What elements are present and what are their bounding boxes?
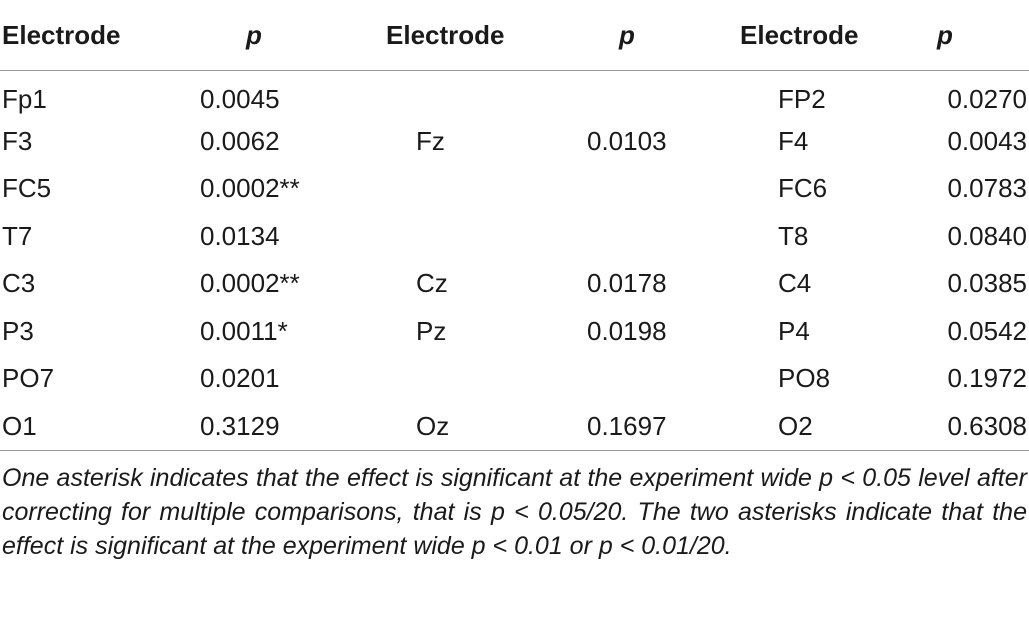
- p-left-cell: 0.0134: [200, 220, 280, 251]
- table-header-row: Electrode p Electrode p Electrode p: [0, 0, 1029, 70]
- electrode-right-cell: C4: [778, 268, 812, 299]
- electrode-right-cell: T8: [778, 220, 809, 251]
- p-middle-cell: [531, 70, 738, 118]
- electrode-right-cell: FC6: [778, 173, 828, 204]
- electrode-middle-cell: [380, 70, 531, 118]
- electrode-middle-cell: [380, 355, 531, 403]
- electrode-left-cell: F3: [2, 125, 33, 156]
- table-row: FC5 0.0002** FC6 0.0783: [0, 165, 1029, 213]
- p-middle-cell: 0.1697: [587, 410, 667, 441]
- table-row: PO7 0.0201 PO8 0.1972: [0, 355, 1029, 403]
- electrode-right-cell: FP2: [778, 84, 826, 114]
- table-row: F3 0.0062 Fz 0.0103 F4 0.0043: [0, 118, 1029, 166]
- p-middle-cell: 0.0103: [587, 125, 667, 156]
- header-p-left: p: [246, 20, 262, 50]
- p-middle-cell: [531, 165, 738, 213]
- header-electrode-middle: Electrode: [386, 20, 505, 50]
- p-left-cell: 0.0002**: [200, 173, 300, 204]
- electrode-left-cell: C3: [2, 268, 36, 299]
- header-electrode-right: Electrode: [740, 20, 859, 50]
- electrode-right-cell: F4: [778, 125, 809, 156]
- p-right-cell: 0.0043: [947, 125, 1027, 156]
- table-row: O1 0.3129 Oz 0.1697 O2 0.6308: [0, 403, 1029, 450]
- table-row: P3 0.0011* Pz 0.0198 P4 0.0542: [0, 308, 1029, 356]
- electrode-left-cell: O1: [2, 410, 37, 441]
- p-middle-cell: [531, 355, 738, 403]
- p-right-cell: 0.0783: [947, 173, 1027, 204]
- electrode-p-value-table: Electrode p Electrode p Electrode p Fp1 …: [0, 0, 1029, 450]
- p-middle-cell: 0.0178: [587, 268, 667, 299]
- p-right-cell: 0.0270: [947, 84, 1027, 114]
- electrode-left-cell: Fp1: [2, 84, 47, 114]
- electrode-middle-cell: Pz: [416, 315, 447, 346]
- electrode-right-cell: P4: [778, 315, 810, 346]
- p-left-cell: 0.0011*: [200, 315, 288, 346]
- table-footnote: One asterisk indicates that the effect i…: [2, 463, 1027, 560]
- electrode-left-cell: T7: [2, 220, 33, 251]
- header-p-right: p: [937, 20, 953, 50]
- electrode-right-cell: PO8: [778, 363, 831, 394]
- electrode-left-cell: FC5: [2, 173, 52, 204]
- electrode-middle-cell: Cz: [416, 268, 448, 299]
- electrode-middle-cell: Fz: [416, 125, 445, 156]
- p-right-cell: 0.0840: [947, 220, 1027, 251]
- p-middle-cell: 0.0198: [587, 315, 667, 346]
- table-row: C3 0.0002** Cz 0.0178 C4 0.0385: [0, 260, 1029, 308]
- electrode-middle-cell: [380, 213, 531, 261]
- electrode-left-cell: P3: [2, 315, 34, 346]
- p-right-cell: 0.0542: [947, 315, 1027, 346]
- header-electrode-left: Electrode: [2, 20, 121, 50]
- electrode-right-cell: O2: [778, 410, 813, 441]
- p-left-cell: 0.3129: [200, 410, 280, 441]
- p-right-cell: 0.6308: [947, 410, 1027, 441]
- p-left-cell: 0.0062: [200, 125, 280, 156]
- table-row: Fp1 0.0045 FP2 0.0270: [0, 70, 1029, 118]
- p-middle-cell: [531, 213, 738, 261]
- p-right-cell: 0.1972: [947, 363, 1027, 394]
- p-left-cell: 0.0002**: [200, 268, 300, 299]
- electrode-left-cell: PO7: [2, 363, 55, 394]
- table-row: T7 0.0134 T8 0.0840: [0, 213, 1029, 261]
- p-left-cell: 0.0045: [200, 84, 280, 114]
- electrode-middle-cell: Oz: [416, 410, 450, 441]
- electrode-table-container: Electrode p Electrode p Electrode p Fp1 …: [0, 0, 1029, 560]
- electrode-middle-cell: [380, 165, 531, 213]
- header-p-middle: p: [619, 20, 635, 50]
- p-left-cell: 0.0201: [200, 363, 280, 394]
- p-right-cell: 0.0385: [947, 268, 1027, 299]
